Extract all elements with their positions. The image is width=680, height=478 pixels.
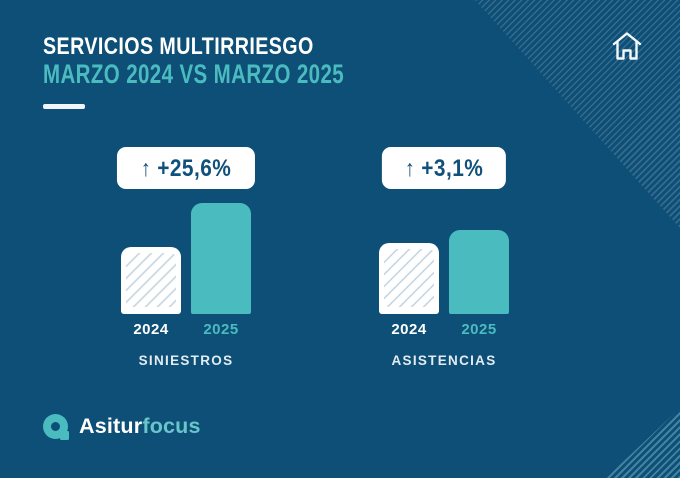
- home-icon: [608, 29, 646, 63]
- change-badge-text: ↑ +25,6%: [141, 147, 232, 190]
- brand-name: Asiturfocus: [79, 414, 201, 439]
- year-labels: 2024 2025: [110, 321, 262, 338]
- year-label-2025: 2025: [461, 321, 497, 338]
- change-badge: ↑ +3,1%: [381, 147, 507, 190]
- page-subtitle: MARZO 2024 VS MARZO 2025: [43, 59, 345, 89]
- year-labels: 2024 2025: [368, 321, 520, 338]
- chart-siniestros: ↑ +25,6% 2024 2025 SINIESTROS: [110, 145, 262, 377]
- up-arrow-icon: ↑: [140, 155, 152, 181]
- hatch-pattern: [384, 249, 434, 307]
- change-value: +3,1%: [421, 155, 484, 182]
- bar-2024-hatched: [379, 243, 439, 314]
- change-badge: ↑ +25,6%: [116, 147, 256, 190]
- hatch-pattern: [126, 253, 176, 307]
- year-label-2025: 2025: [203, 321, 239, 338]
- chart-title: ASISTENCIAS: [391, 353, 497, 368]
- brand-logo: Asiturfocus: [43, 414, 201, 440]
- diagonal-stripes-bottom-right: [606, 408, 680, 478]
- brand-name-secondary: focus: [142, 414, 201, 438]
- up-arrow-icon: ↑: [404, 155, 416, 181]
- bar-group: [368, 188, 520, 314]
- bar-2024-hatched: [121, 247, 181, 314]
- brand-name-primary: Asitur: [79, 414, 143, 438]
- year-label-2024: 2024: [391, 321, 427, 338]
- logo-tail: [60, 431, 69, 440]
- year-label-2024: 2024: [133, 321, 169, 338]
- bar-group: [110, 188, 262, 314]
- home-button[interactable]: [608, 29, 646, 63]
- page-title: SERVICIOS MULTIRRIESGO: [43, 33, 314, 60]
- asitur-q-logo-icon: [43, 414, 69, 440]
- chart-asistencias: ↑ +3,1% 2024 2025 ASISTENCIAS: [368, 145, 520, 377]
- bar-2025-solid: [449, 230, 509, 314]
- bar-2025-solid: [191, 203, 251, 314]
- change-value: +25,6%: [157, 155, 232, 182]
- change-badge-text: ↑ +3,1%: [405, 147, 483, 190]
- logo-circle: [43, 414, 68, 439]
- chart-title: SINIESTROS: [138, 353, 234, 368]
- title-underline: [43, 104, 85, 109]
